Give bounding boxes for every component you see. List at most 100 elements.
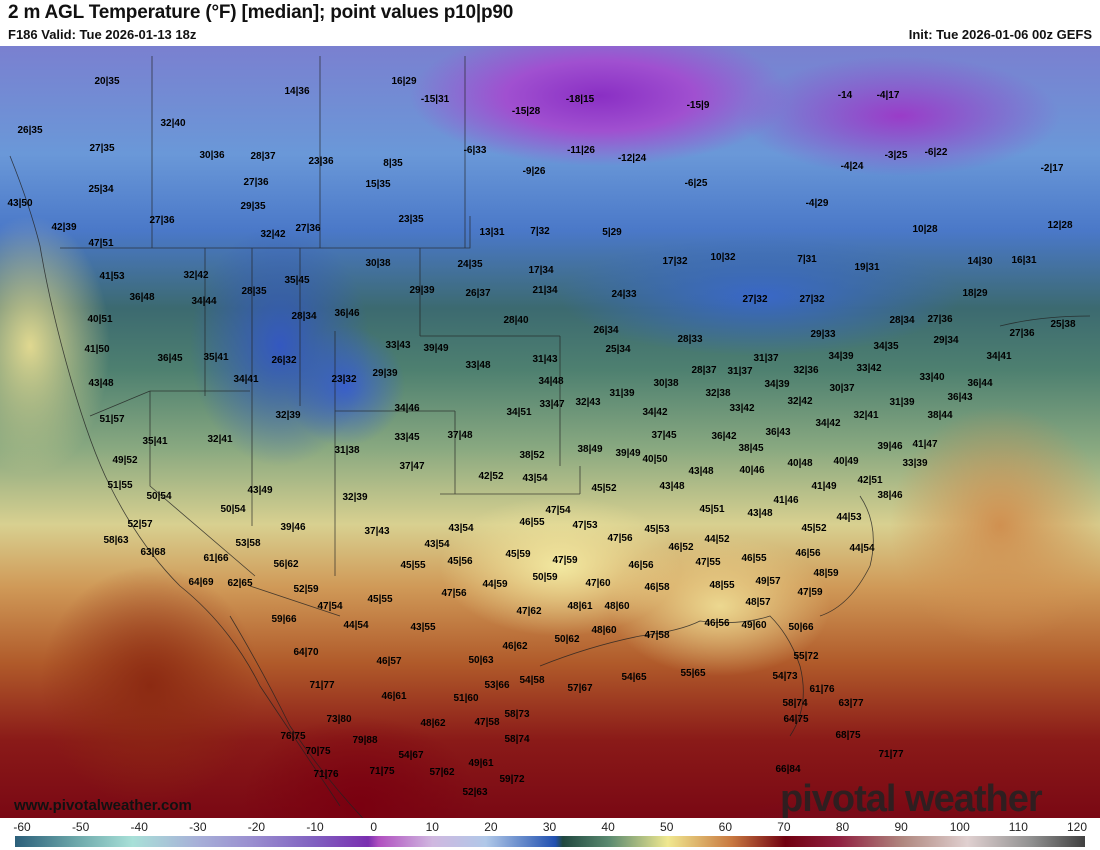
- point-value: 5|29: [602, 227, 622, 238]
- point-value: 45|59: [505, 549, 531, 560]
- point-value: 46|57: [376, 656, 402, 667]
- point-value: 35|45: [284, 275, 310, 286]
- point-value: 33|47: [539, 399, 565, 410]
- point-value: 39|49: [423, 343, 449, 354]
- point-value: 36|43: [947, 392, 973, 403]
- point-value: 36|42: [711, 431, 737, 442]
- colorbar-tick-label: 70: [777, 820, 791, 834]
- point-value: 34|46: [394, 403, 420, 414]
- point-value: 48|60: [604, 601, 630, 612]
- point-value: 30|38: [365, 258, 391, 269]
- point-value: -15|31: [420, 94, 450, 105]
- point-value: 61|76: [809, 684, 835, 695]
- point-value: 51|55: [107, 480, 133, 491]
- point-value: 34|48: [538, 376, 564, 387]
- point-value: 53|66: [484, 680, 510, 691]
- website-url[interactable]: www.pivotalweather.com: [14, 797, 192, 814]
- point-value: 45|53: [644, 524, 670, 535]
- point-value: 42|51: [857, 475, 883, 486]
- point-value: 46|62: [502, 641, 528, 652]
- point-value: 26|35: [17, 125, 43, 136]
- point-value: 47|51: [88, 238, 114, 249]
- point-value: 49|52: [112, 455, 138, 466]
- point-value: 56|62: [273, 559, 299, 570]
- point-value: 44|53: [836, 512, 862, 523]
- point-value: 17|34: [528, 265, 554, 276]
- point-value: 14|30: [967, 256, 993, 267]
- point-value: 32|39: [275, 410, 301, 421]
- point-value: 30|36: [199, 150, 225, 161]
- point-value: 63|68: [140, 547, 166, 558]
- colorbar-tick-label: -60: [13, 820, 31, 834]
- point-value: 34|42: [815, 418, 841, 429]
- point-value: 68|75: [835, 730, 861, 741]
- colorbar-tick-label: 80: [835, 820, 850, 834]
- point-value: 32|36: [793, 365, 819, 376]
- point-value: 45|55: [367, 594, 393, 605]
- colorbar-tick-label: 110: [1008, 820, 1028, 834]
- point-value: 59|72: [499, 774, 525, 785]
- point-value: 34|51: [506, 407, 532, 418]
- point-value: 33|42: [856, 363, 882, 374]
- point-value: 7|31: [797, 254, 817, 265]
- point-value: 26|34: [593, 325, 619, 336]
- point-value: 29|39: [372, 368, 398, 379]
- point-value: 33|40: [919, 372, 945, 383]
- point-value: -15|28: [511, 106, 541, 117]
- point-value: 47|56: [607, 533, 633, 544]
- point-value: 42|39: [51, 222, 77, 233]
- point-value: 47|54: [317, 601, 343, 612]
- point-value: 28|37: [250, 151, 276, 162]
- point-value: 25|34: [88, 184, 114, 195]
- point-value: 45|51: [699, 504, 725, 515]
- point-value: 32|40: [160, 118, 186, 129]
- point-value: -6|33: [463, 145, 487, 156]
- point-value: 14|36: [284, 86, 310, 97]
- point-value: 32|39: [342, 492, 368, 503]
- point-value: 36|43: [765, 427, 791, 438]
- point-value: 70|75: [305, 746, 331, 757]
- point-value: 47|59: [797, 587, 823, 598]
- point-value: 43|48: [688, 466, 714, 477]
- point-value: 44|54: [849, 543, 875, 554]
- point-value: 40|50: [642, 454, 668, 465]
- point-value: 37|48: [447, 430, 473, 441]
- point-value: 46|61: [381, 691, 407, 702]
- point-value: 47|59: [552, 555, 578, 566]
- point-value: -4|29: [805, 198, 829, 209]
- point-value: 59|66: [271, 614, 297, 625]
- point-value: 58|74: [782, 698, 808, 709]
- point-value: 48|59: [813, 568, 839, 579]
- point-value: 38|45: [738, 443, 764, 454]
- point-value: 48|55: [709, 580, 735, 591]
- point-value: 49|61: [468, 758, 494, 769]
- point-value: 33|39: [902, 458, 928, 469]
- point-value: 61|66: [203, 553, 229, 564]
- point-value: -6|25: [684, 178, 708, 189]
- point-value: 64|69: [188, 577, 214, 588]
- point-value: 39|46: [280, 522, 306, 533]
- colorbar-gradient: [15, 836, 1085, 847]
- point-value: 63|77: [838, 698, 864, 709]
- point-value: 31|37: [727, 366, 753, 377]
- point-value: 58|73: [504, 709, 530, 720]
- point-value: 31|37: [753, 353, 779, 364]
- point-value: 16|29: [391, 76, 417, 87]
- point-value: 8|35: [383, 158, 403, 169]
- point-value: 39|49: [615, 448, 641, 459]
- point-value: 24|33: [611, 289, 637, 300]
- point-value: 12|28: [1047, 220, 1073, 231]
- point-value: 43|54: [424, 539, 450, 550]
- point-value: 10|32: [710, 252, 736, 263]
- point-value: 43|48: [747, 508, 773, 519]
- point-value: 50|62: [554, 634, 580, 645]
- point-value: 37|47: [399, 461, 425, 472]
- colorbar-tick-label: 30: [542, 820, 557, 834]
- point-value: 40|48: [787, 458, 813, 469]
- point-value: 43|48: [659, 481, 685, 492]
- header: 2 m AGL Temperature (°F) [median]; point…: [0, 0, 1100, 46]
- point-value: 44|59: [482, 579, 508, 590]
- point-value: 47|62: [516, 606, 542, 617]
- point-value: 41|49: [811, 481, 837, 492]
- colorbar-tick-label: -20: [247, 820, 266, 834]
